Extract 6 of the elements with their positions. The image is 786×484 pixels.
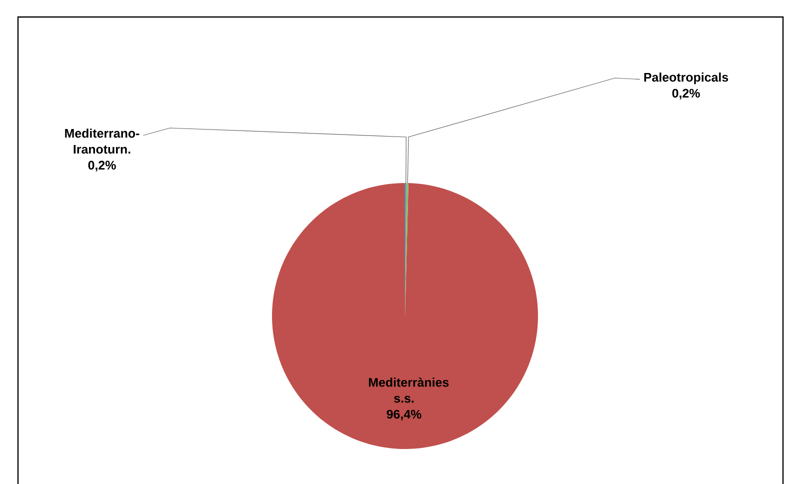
slice-label: Paleotropicals	[644, 72, 728, 84]
data-label: 96,4%	[386, 410, 422, 420]
data-label: 0,2%	[88, 160, 116, 172]
slice-label: Mediterrànies s.s.	[368, 378, 449, 403]
data-label: 0,2%	[672, 88, 700, 100]
slice-label: Mediterrano-Iranoturn.	[65, 128, 140, 154]
